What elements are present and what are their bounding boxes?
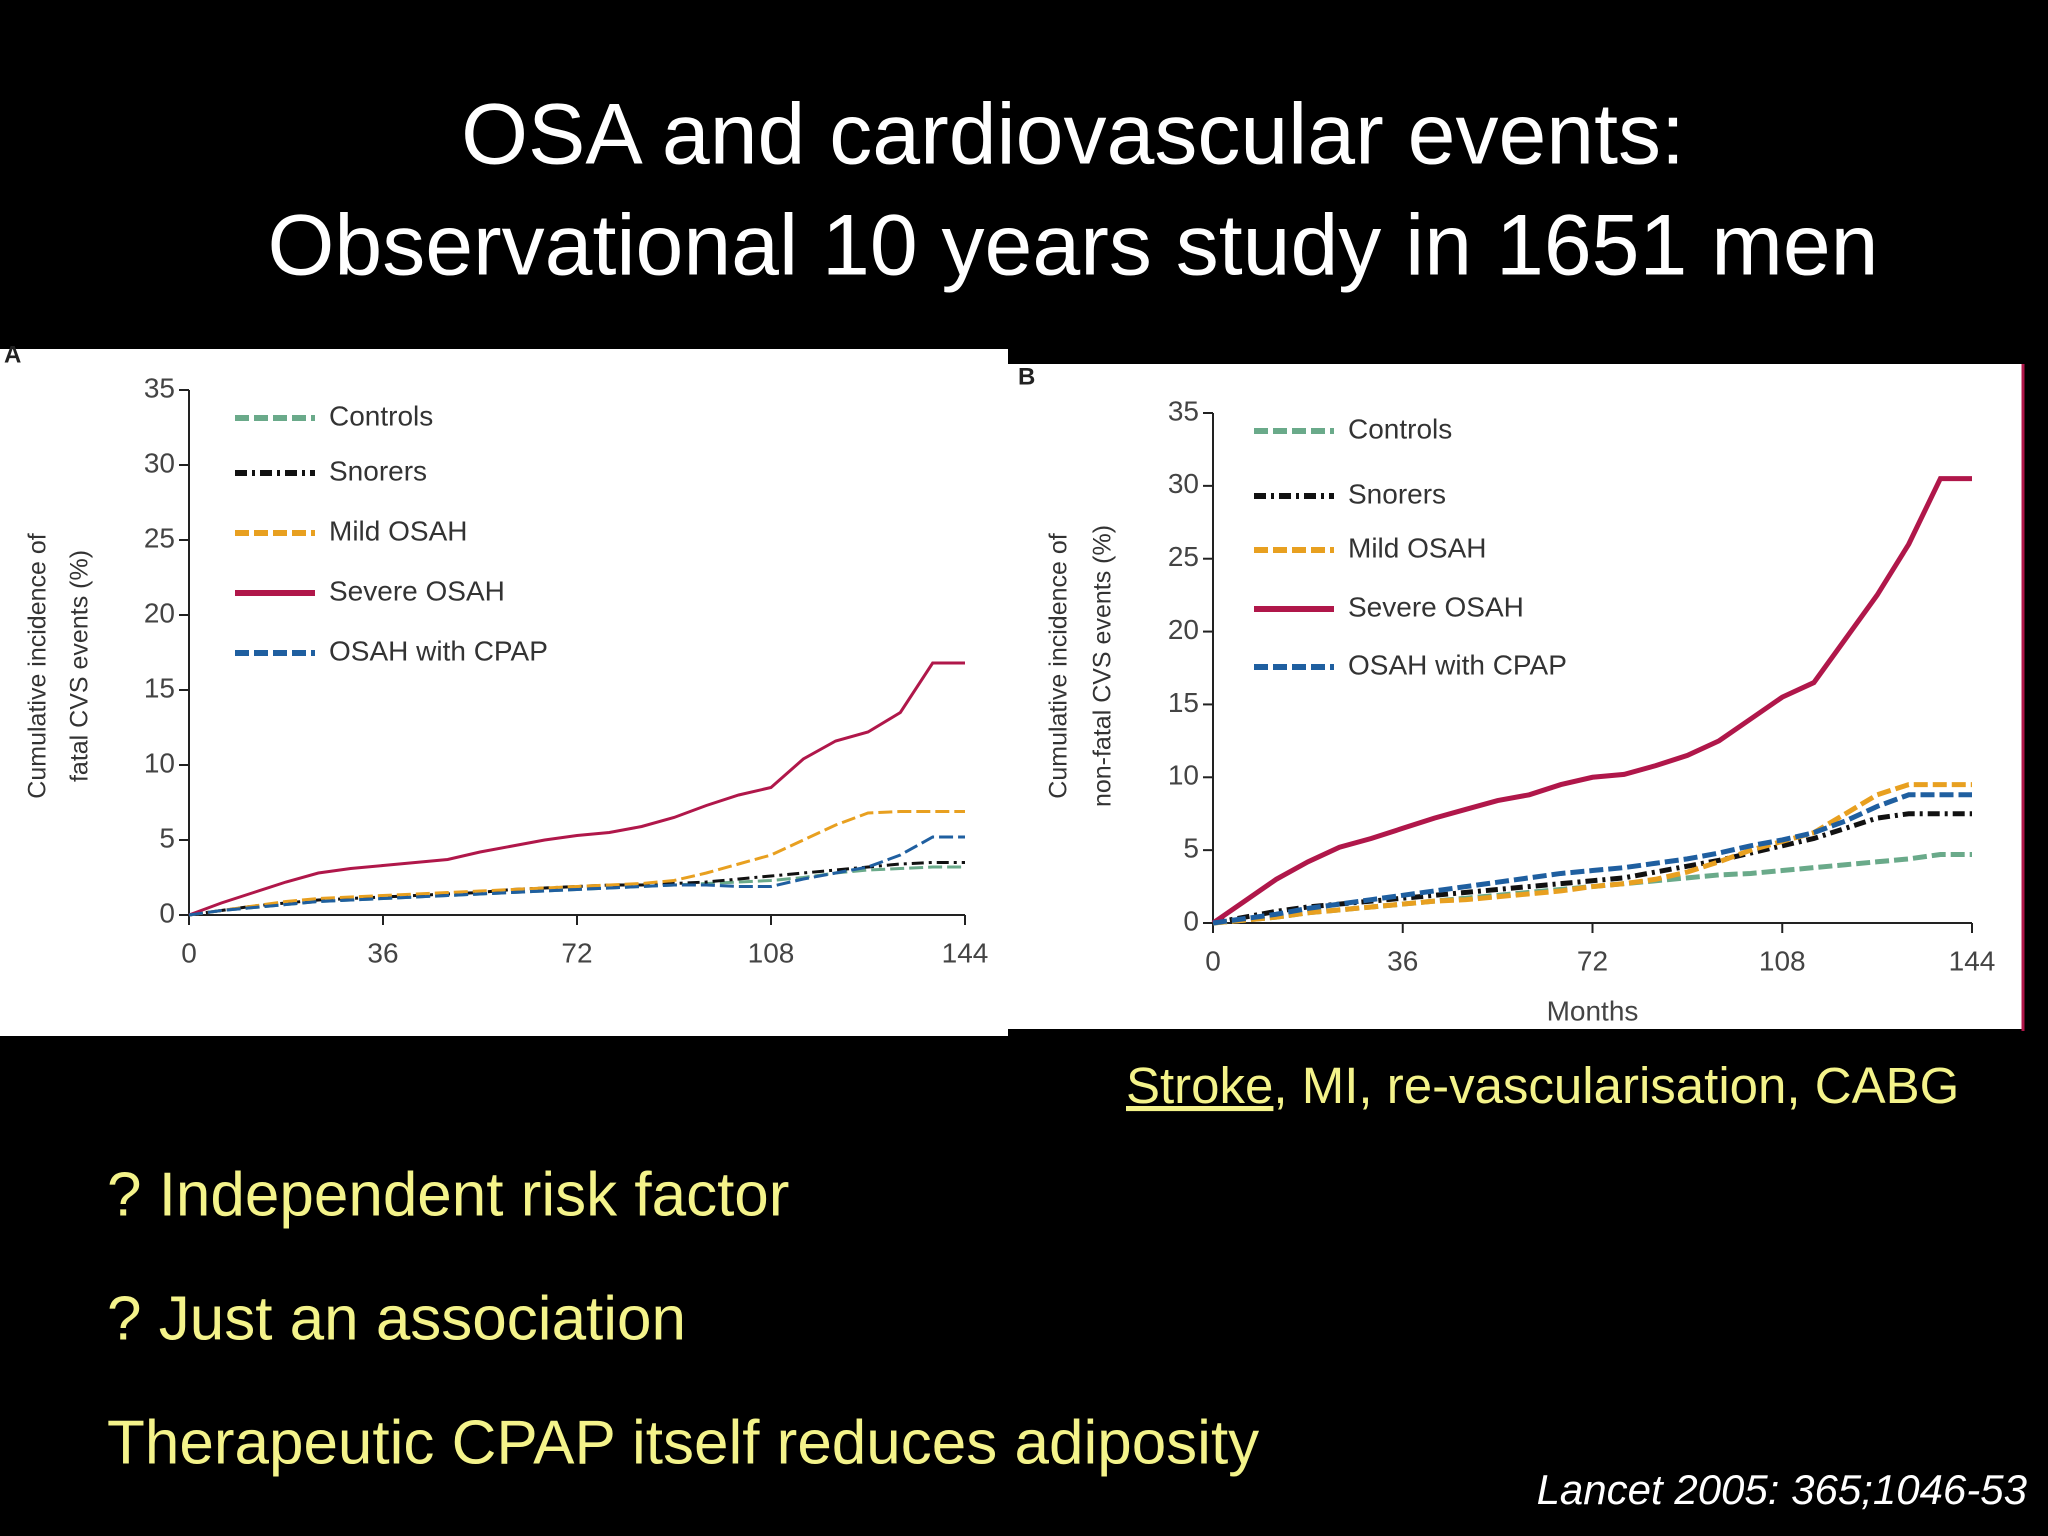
legend-label: Snorers xyxy=(1348,478,1446,509)
x-tick-label: 0 xyxy=(181,937,197,968)
bullet: ? Independent risk factor xyxy=(107,1160,789,1229)
y-axis-label: non-fatal CVS events (%) xyxy=(1089,525,1117,807)
panel-b-background xyxy=(1008,364,2022,1029)
y-tick-label: 0 xyxy=(1183,905,1199,936)
panel-a-background xyxy=(0,349,1008,1036)
series-line xyxy=(188,810,965,917)
x-tick-label: 108 xyxy=(1759,945,1806,976)
x-tick-label: 108 xyxy=(748,937,795,968)
y-axis-label: Cumulative incidence of xyxy=(1045,533,1073,798)
series-line xyxy=(188,861,965,917)
legend-label: OSAH with CPAP xyxy=(329,635,548,666)
legend-label: OSAH with CPAP xyxy=(1348,649,1567,680)
series-line xyxy=(188,661,965,917)
y-tick-label: 5 xyxy=(1183,833,1199,864)
x-tick-label: 36 xyxy=(1387,945,1418,976)
series-line xyxy=(1212,792,1972,926)
events-note-underlined: Stroke xyxy=(1126,1057,1273,1114)
legend-label: Controls xyxy=(329,400,433,431)
panel-label: A xyxy=(4,341,21,368)
legend-label: Snorers xyxy=(329,455,427,486)
panel-label: B xyxy=(1018,363,1035,390)
bullet: ? Just an association xyxy=(107,1284,686,1353)
x-tick-label: 144 xyxy=(1949,945,1996,976)
y-tick-label: 25 xyxy=(1168,541,1199,572)
series-line xyxy=(1211,476,1972,926)
y-tick-label: 30 xyxy=(144,447,175,478)
events-note-rest: , MI, re-vascularisation, CABG xyxy=(1273,1057,1959,1114)
legend-label: Controls xyxy=(1348,413,1452,444)
y-tick-label: 25 xyxy=(144,522,175,553)
x-tick-label: 0 xyxy=(1205,945,1221,976)
y-tick-label: 30 xyxy=(1168,468,1199,499)
x-axis-label: Months xyxy=(1547,995,1639,1026)
legend-label: Mild OSAH xyxy=(329,515,467,546)
y-tick-label: 0 xyxy=(159,897,175,928)
bullet: Therapeutic CPAP itself reduces adiposit… xyxy=(107,1408,1259,1477)
x-tick-label: 72 xyxy=(561,937,592,968)
x-tick-label: 36 xyxy=(367,937,398,968)
legend-label: Severe OSAH xyxy=(1348,591,1524,622)
legend-label: Mild OSAH xyxy=(1348,532,1486,563)
y-tick-label: 35 xyxy=(144,372,175,403)
legend-label: Severe OSAH xyxy=(329,575,505,606)
citation: Lancet 2005: 365;1046-53 xyxy=(1537,1466,2027,1513)
x-tick-label: 72 xyxy=(1577,945,1608,976)
y-axis-label: Cumulative incidence of xyxy=(24,533,52,798)
y-tick-label: 20 xyxy=(1168,614,1199,645)
y-tick-label: 15 xyxy=(144,672,175,703)
y-tick-label: 15 xyxy=(1168,687,1199,718)
series-line xyxy=(1212,782,1972,926)
slide-title: Observational 10 years study in 1651 men xyxy=(267,198,1878,294)
y-tick-label: 20 xyxy=(144,597,175,628)
series-line xyxy=(188,835,965,917)
x-tick-label: 144 xyxy=(942,937,989,968)
events-note: Stroke, MI, re-vascularisation, CABG xyxy=(1126,1057,1959,1114)
y-axis-label: fatal CVS events (%) xyxy=(66,550,94,782)
y-tick-label: 5 xyxy=(159,822,175,853)
slide-title: OSA and cardiovascular events: xyxy=(461,87,1685,183)
y-tick-label: 10 xyxy=(144,747,175,778)
y-tick-label: 35 xyxy=(1168,395,1199,426)
y-tick-label: 10 xyxy=(1168,760,1199,791)
